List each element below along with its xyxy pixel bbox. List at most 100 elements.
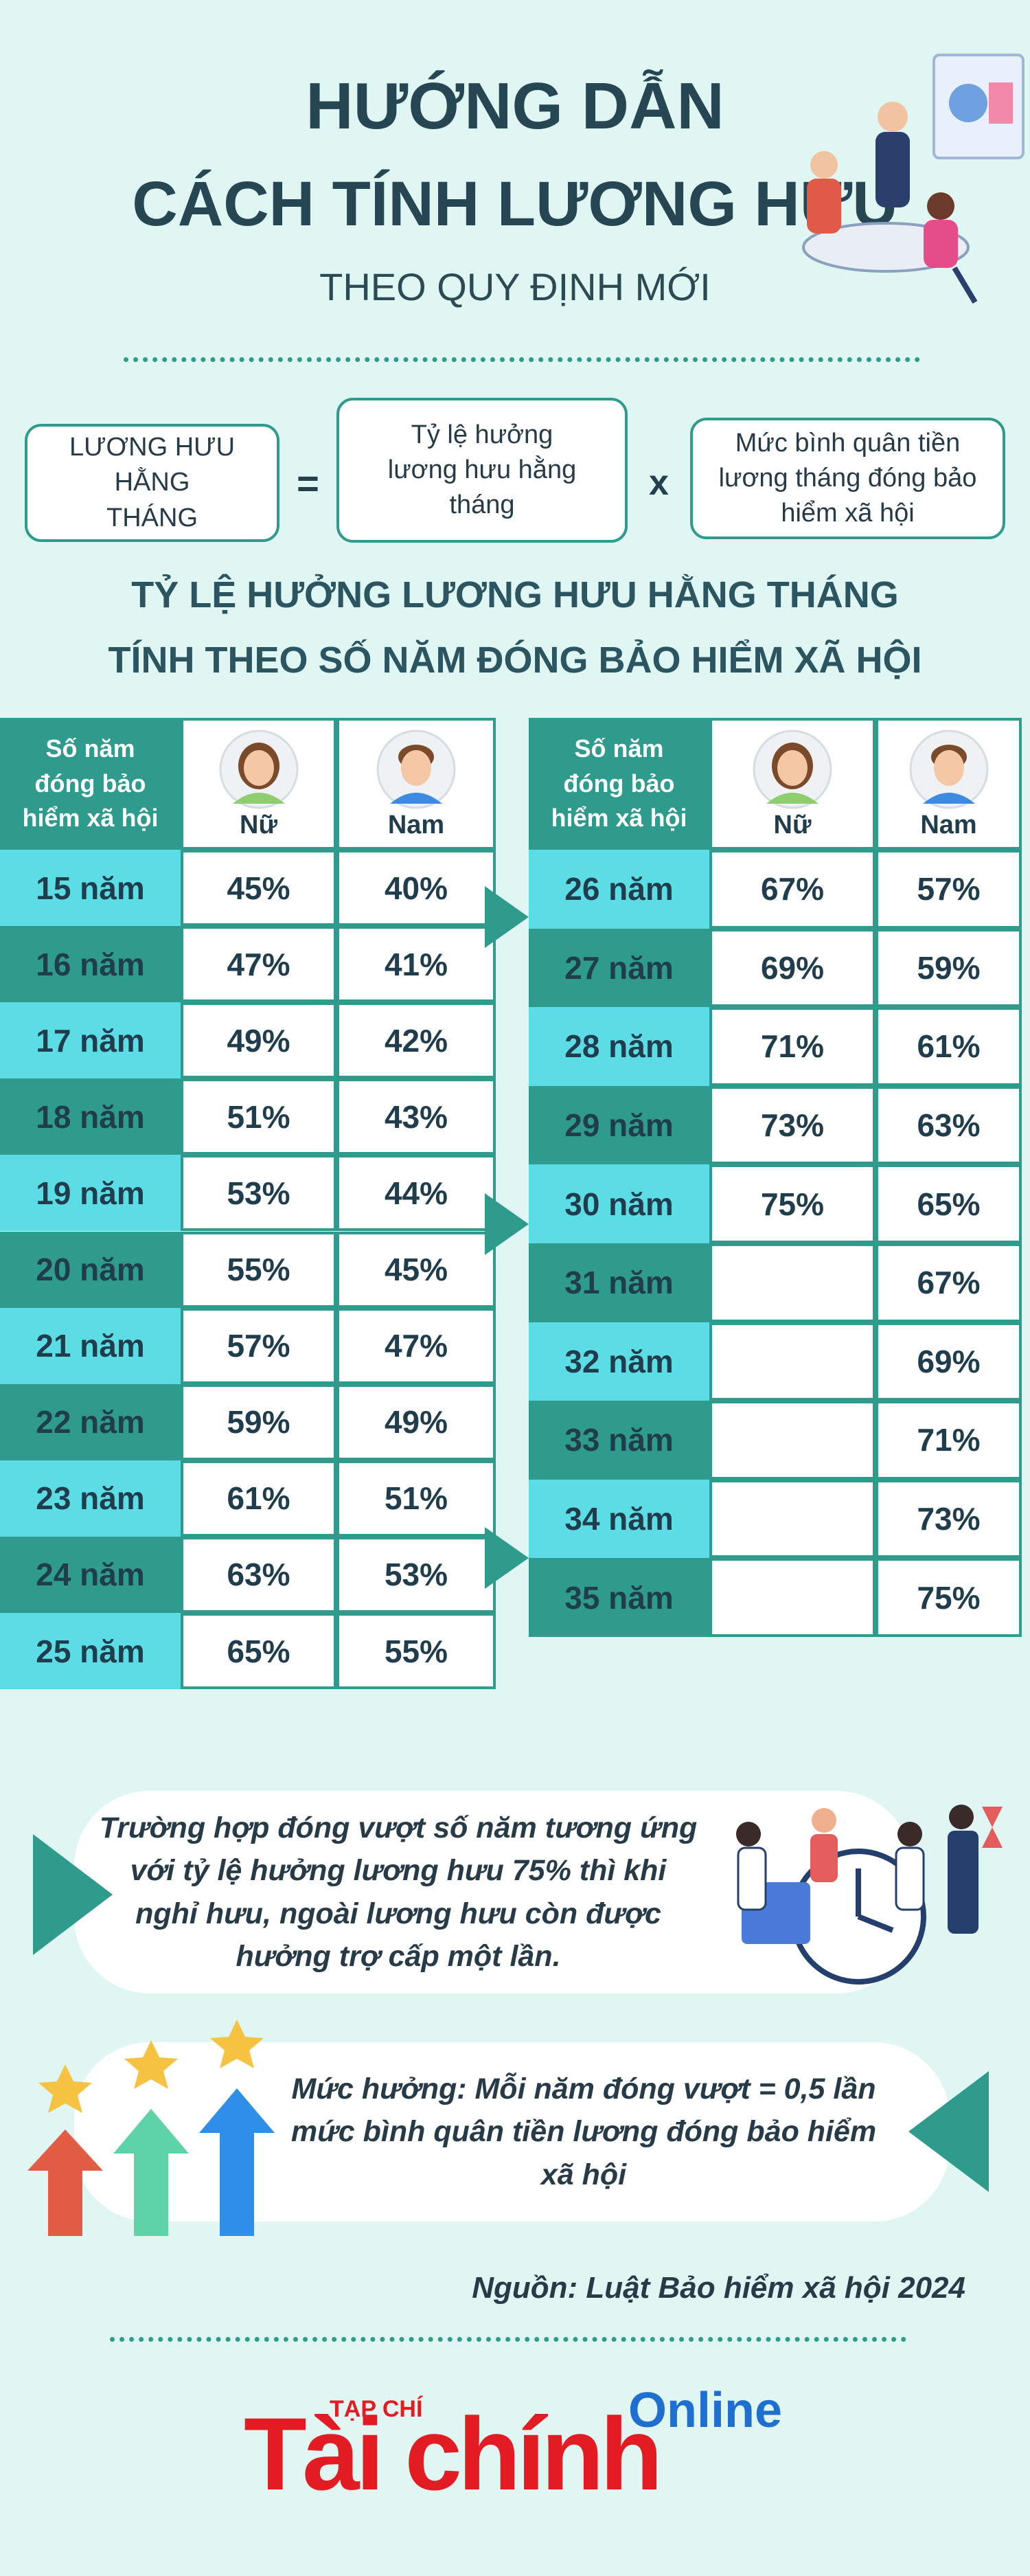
row-female: 71% [709, 1007, 876, 1086]
row-female: 47% [181, 926, 336, 1003]
header-label: Nam [387, 811, 445, 839]
row-years: 20 năm [0, 1231, 181, 1308]
row-male: 55% [336, 1613, 496, 1690]
times-sign: x [649, 463, 669, 503]
header-label: Nữ [240, 811, 277, 839]
row-male: 75% [876, 1558, 1022, 1637]
row-male: 49% [336, 1383, 496, 1460]
row-years: 24 năm [0, 1536, 181, 1613]
row-male: 57% [876, 850, 1022, 929]
header-male: Nam [336, 718, 496, 850]
note-text: Trường hợp đóng vượt số năm tương ứng vớ… [99, 1811, 698, 1973]
row-male: 51% [336, 1460, 496, 1537]
row-male: 45% [336, 1231, 496, 1308]
row-female: 61% [181, 1460, 336, 1537]
row-male: 40% [336, 850, 496, 927]
header-female: Nữ [181, 718, 336, 850]
header-label: Nữ [773, 811, 812, 839]
note-text: Mức hưởng: Mỗi năm đóng vượt = 0,5 lần m… [290, 2072, 877, 2191]
row-male: 69% [876, 1322, 1022, 1401]
divider [124, 357, 920, 362]
title-line: CÁCH TÍNH LƯƠNG HƯU [132, 169, 898, 239]
row-years: 29 năm [529, 1085, 709, 1165]
row-male: 43% [336, 1078, 496, 1155]
row-years: 31 năm [529, 1243, 709, 1322]
row-female: 49% [181, 1002, 336, 1079]
title-line: HƯỚNG DẪN [306, 69, 724, 143]
row-years: 35 năm [529, 1558, 709, 1637]
people-illustration [736, 1805, 1003, 1985]
row-female [709, 1401, 876, 1480]
source: Nguồn: Luật Bảo hiểm xã hội 2024 [472, 2271, 965, 2305]
row-female: 53% [181, 1155, 336, 1232]
equals-sign: = [297, 461, 319, 505]
meeting-illustration [802, 54, 1025, 304]
row-male: 71% [876, 1401, 1022, 1480]
header-female: Nữ [709, 718, 876, 850]
row-years: 19 năm [0, 1155, 181, 1232]
row-years: 21 năm [0, 1307, 181, 1384]
row-years: 16 năm [0, 926, 181, 1003]
section-title: TỶ LỆ HƯỞNG LƯƠNG HƯU HẰNG THÁNG [131, 574, 899, 615]
row-years: 32 năm [529, 1322, 709, 1401]
avatar [376, 730, 456, 809]
logo-suffix: Online [628, 2383, 783, 2438]
row-years: 27 năm [529, 928, 709, 1008]
row-female: 65% [181, 1613, 336, 1690]
header-label: Nam [920, 811, 977, 839]
row-male: 63% [876, 1085, 1022, 1165]
row-male: 65% [876, 1164, 1022, 1243]
row-years: 25 năm [0, 1613, 181, 1690]
subtitle: THEO QUY ĐỊNH MỚI [319, 265, 711, 308]
row-female [709, 1479, 876, 1559]
note-arrow [908, 2071, 989, 2192]
avatar [219, 730, 298, 809]
row-female: 57% [181, 1307, 336, 1384]
row-years: 17 năm [0, 1002, 181, 1079]
row-male: 47% [336, 1307, 496, 1384]
formula-salary: Mức bình quân tiền lương tháng đóng bảo … [690, 418, 1005, 539]
header-male: Nam [876, 718, 1022, 850]
formula-rate: Tỷ lệ hưởng lương hưu hằng tháng [336, 398, 628, 543]
row-years: 34 năm [529, 1479, 709, 1559]
divider [110, 2337, 906, 2342]
row-years: 22 năm [0, 1383, 181, 1460]
logo-name: Tài chính [244, 2396, 663, 2511]
row-female: 69% [709, 928, 876, 1008]
header-years: Số năm đóng bảo hiểm xã hội [0, 718, 181, 850]
row-female: 67% [709, 850, 876, 929]
table-arrows [485, 886, 529, 1589]
row-female [709, 1243, 876, 1322]
stars-arrows [27, 2020, 275, 2236]
avatar [753, 730, 832, 809]
avatar [909, 730, 988, 809]
row-male: 44% [336, 1155, 496, 1232]
row-male: 73% [876, 1479, 1022, 1559]
row-female: 55% [181, 1231, 336, 1308]
row-years: 15 năm [0, 850, 181, 927]
section-title: TÍNH THEO SỐ NĂM ĐÓNG BẢO HIỂM XÃ HỘI [108, 640, 922, 681]
row-male: 59% [876, 928, 1022, 1008]
row-female [709, 1322, 876, 1401]
row-years: 26 năm [529, 850, 709, 929]
row-male: 53% [336, 1536, 496, 1613]
row-female: 75% [709, 1164, 876, 1243]
row-years: 33 năm [529, 1401, 709, 1480]
row-years: 18 năm [0, 1078, 181, 1155]
row-male: 61% [876, 1007, 1022, 1086]
row-female: 73% [709, 1085, 876, 1165]
row-female: 45% [181, 850, 336, 927]
row-years: 30 năm [529, 1164, 709, 1243]
row-years: 28 năm [529, 1007, 709, 1086]
row-female [709, 1558, 876, 1637]
row-female: 63% [181, 1536, 336, 1613]
note-arrow [33, 1834, 113, 1955]
row-male: 67% [876, 1243, 1022, 1322]
row-female: 51% [181, 1078, 336, 1155]
row-years: 23 năm [0, 1460, 181, 1537]
formula-result: LƯƠNG HƯU HẰNG THÁNG [25, 424, 279, 542]
row-male: 42% [336, 1002, 496, 1079]
row-female: 59% [181, 1383, 336, 1460]
